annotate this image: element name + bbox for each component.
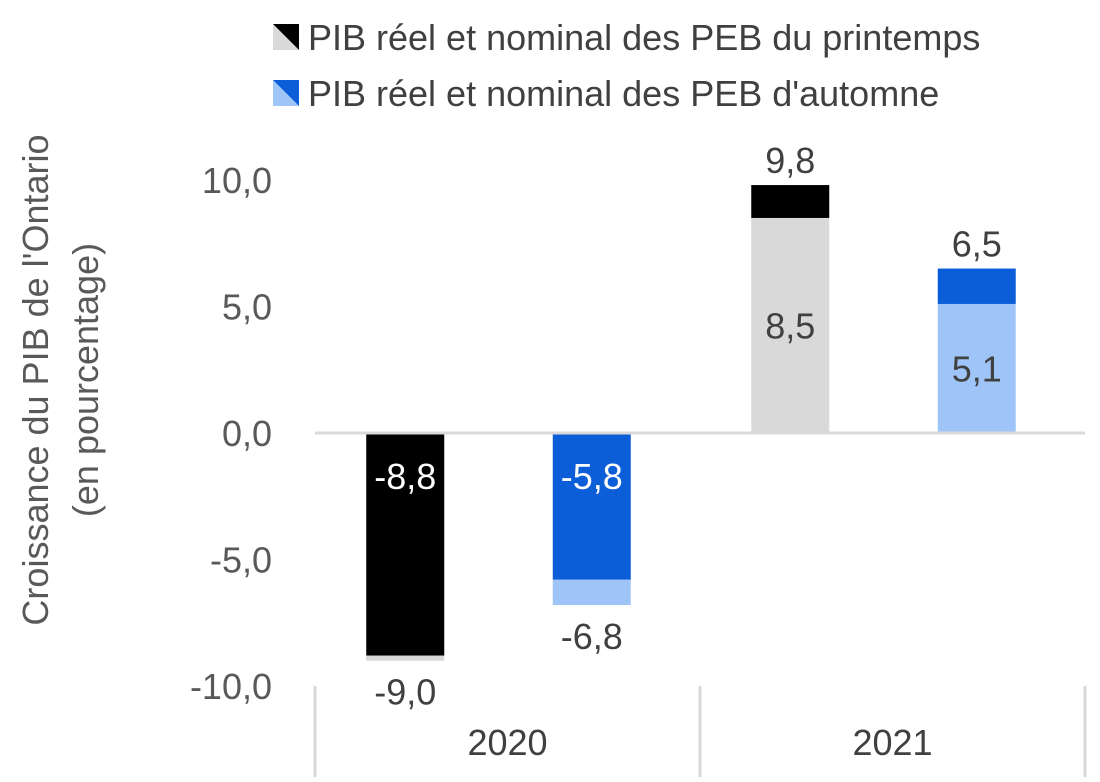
category-label: 2021	[852, 722, 932, 763]
legend: PIB réel et nominal des PEB du printemps…	[273, 17, 980, 114]
y-tick-label: 10,0	[202, 160, 272, 201]
data-label-nominal: -9,0	[374, 672, 436, 713]
y-axis-label-line: Croissance du PIB de l'Ontario	[15, 134, 56, 625]
y-tick-label: 0,0	[222, 413, 272, 454]
category-label: 2020	[467, 722, 547, 763]
data-label-nominal: 6,5	[952, 224, 1002, 265]
y-axis-label-line: (en pourcentage)	[65, 243, 106, 517]
data-label-real: -5,8	[561, 456, 623, 497]
legend-swatch-nominal	[273, 80, 299, 106]
data-label-nominal: -6,8	[561, 616, 623, 657]
data-label-nominal: 9,8	[765, 140, 815, 181]
data-label-real: -8,8	[374, 456, 436, 497]
bar-nominal-segment	[552, 579, 631, 606]
bar-real-segment	[751, 217, 830, 433]
legend-label: PIB réel et nominal des PEB du printemps	[308, 17, 980, 58]
y-tick-label: 5,0	[222, 287, 272, 328]
bar-real-segment	[366, 433, 445, 656]
bar-nominal-segment	[937, 268, 1016, 304]
y-tick-label: -5,0	[210, 540, 272, 581]
bar-nominal-segment	[366, 655, 445, 661]
y-axis: 10,0 5,0 0,0 -5,0 -10,0	[190, 160, 272, 707]
y-tick-label: -10,0	[190, 666, 272, 707]
legend-swatch-nominal	[273, 24, 299, 50]
legend-label: PIB réel et nominal des PEB d'automne	[308, 73, 939, 114]
data-label-real: 8,5	[765, 305, 815, 346]
bar-real-segment	[937, 303, 1016, 433]
data-label-real: 5,1	[952, 348, 1002, 389]
bars	[366, 185, 1016, 661]
data-labels: -8,8 -9,0 9,8 8,5 -5,8 -6,8 6,5 5,1	[374, 140, 1002, 713]
y-axis-label: Croissance du PIB de l'Ontario (en pource…	[15, 134, 106, 625]
x-axis: 2020 2021	[313, 431, 1087, 777]
bar-nominal-segment	[751, 185, 830, 218]
bar-real-segment	[552, 433, 631, 580]
